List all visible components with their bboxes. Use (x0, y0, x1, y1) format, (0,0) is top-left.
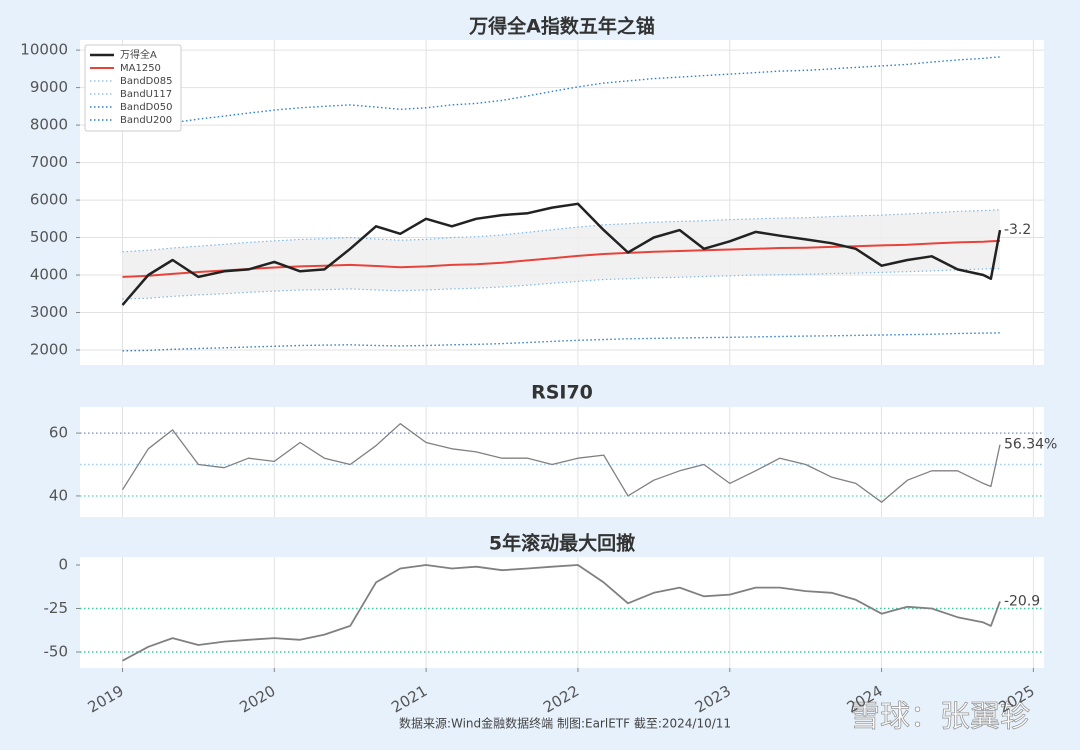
y-tick-label: 6000 (30, 191, 68, 209)
series-line (122, 268, 1000, 300)
footer: 数据来源:Wind金融数据终端 制图:EarlETF 截至:2024/10/11 (399, 716, 731, 731)
y-tick-label: 40 (49, 486, 68, 504)
y-tick-label: -25 (44, 599, 69, 617)
legend-label: BandU117 (120, 89, 172, 100)
y-tick-label: 60 (49, 424, 68, 442)
plot-area (80, 40, 1044, 365)
chart-title: 5年滚动最大回撤 (489, 532, 635, 555)
y-tick-label: 5000 (30, 228, 68, 246)
series-line (122, 564, 1001, 662)
annotation: 56.34% (1004, 437, 1057, 453)
y-tick-label: 8000 (30, 116, 68, 134)
legend: 万得全A MA1250 BandD085 BandU117 BandD050 BandU2… (84, 44, 182, 132)
y-tick-label: 2000 (30, 341, 68, 359)
y-tick-label: 0 (58, 556, 68, 574)
series-line (122, 209, 1001, 253)
annotation: -20.9 (1004, 593, 1040, 609)
band-fill (122, 209, 1000, 300)
legend-label: BandD085 (120, 76, 172, 87)
legend-label: BandU200 (120, 115, 172, 126)
series-line (122, 239, 1001, 278)
chart-title: RSI70 (531, 382, 593, 404)
y-tick-label: 10000 (20, 41, 68, 59)
watermark: 雪球：张翼轸 (850, 700, 1030, 735)
legend-label: MA1250 (120, 63, 161, 74)
series-line (121, 202, 1002, 306)
legend-label: 万得全A (120, 48, 157, 61)
y-tick-label: 7000 (30, 153, 68, 171)
y-tick-label: 4000 (30, 266, 68, 284)
y-tick-label: 9000 (30, 78, 68, 96)
chart-title: 万得全A指数五年之锚 (468, 15, 655, 38)
y-tick-label: 3000 (30, 303, 68, 321)
series-line (121, 423, 1001, 503)
y-tick-label: -50 (44, 642, 69, 660)
legend-label: BandD050 (120, 102, 172, 113)
legend-box (84, 44, 182, 132)
series-line (122, 56, 1001, 130)
annotation: -3.2 (1004, 222, 1031, 238)
